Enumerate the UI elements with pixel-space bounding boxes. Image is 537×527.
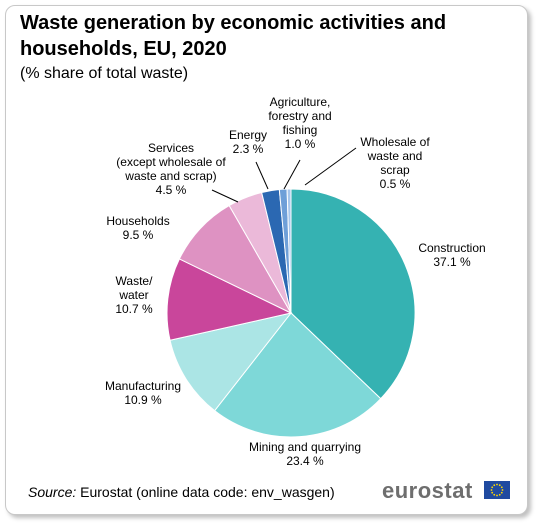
eurostat-logo: eurostat: [382, 478, 473, 503]
eu-flag-icon: [484, 481, 510, 499]
chart-subtitle: (% share of total waste): [20, 65, 189, 82]
source-label: Source:: [28, 484, 77, 500]
leader-line: [283, 159, 301, 190]
leader-line: [255, 161, 269, 190]
slice-label: Construction 37.1 %: [418, 241, 485, 269]
slice-label: Waste/water 10.7 %: [115, 274, 153, 316]
leader-line: [211, 189, 239, 203]
pie-slice: [169, 312, 293, 412]
chart-title: Waste generation by economic activities …: [20, 12, 447, 60]
slice-label: Wholesale of waste and scrap 0.5 %: [360, 135, 430, 191]
slice-label: Mining and quarrying 23.4 %: [249, 440, 361, 468]
slice-label: Agriculture, forestry and fishing 1.0 %: [268, 95, 331, 151]
slice-label: Energy 2.3 %: [229, 128, 267, 156]
slice-label: Services (except wholesale of waste and sc…: [116, 141, 226, 197]
pie-slice: [286, 188, 292, 314]
source-text: Eurostat (online data code: env_wasgen): [76, 484, 335, 500]
slice-label: Manufacturing 10.9 %: [105, 379, 181, 407]
leader-line: [304, 147, 357, 186]
pie-slice: [166, 258, 293, 341]
pie-slice: [290, 188, 416, 400]
source-note: Source: Eurostat (online data code: env_…: [28, 484, 335, 500]
slice-label: Households 9.5 %: [106, 214, 169, 242]
pie-slice: [213, 312, 382, 438]
